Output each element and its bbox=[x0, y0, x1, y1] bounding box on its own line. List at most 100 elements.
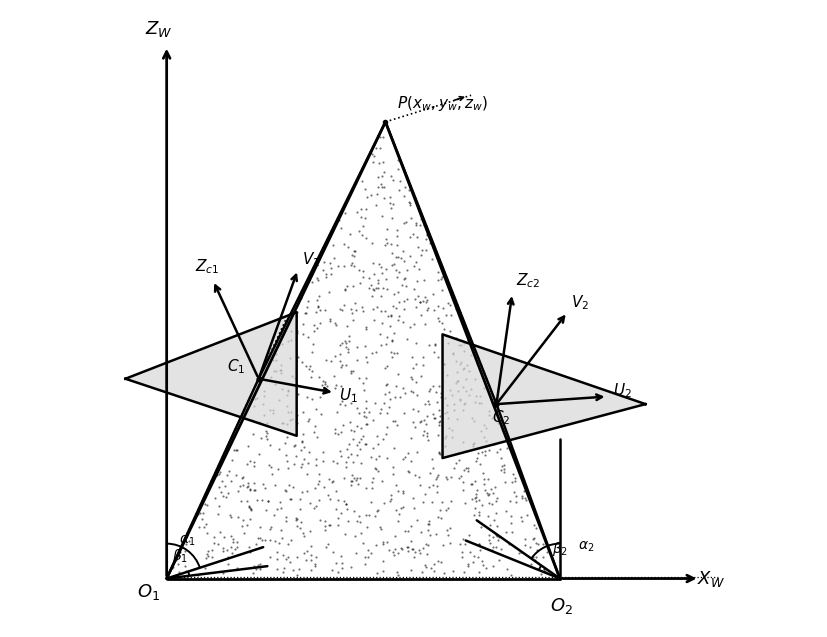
Point bbox=[310, 323, 323, 333]
Point bbox=[352, 511, 366, 521]
Point bbox=[421, 303, 434, 313]
Point bbox=[514, 491, 528, 501]
Point bbox=[231, 563, 244, 573]
Point bbox=[367, 315, 380, 326]
Point bbox=[379, 264, 392, 274]
Point bbox=[406, 387, 419, 397]
Point bbox=[373, 522, 386, 532]
Point bbox=[308, 559, 321, 569]
Point bbox=[464, 384, 477, 394]
Point bbox=[358, 483, 371, 494]
Point bbox=[392, 185, 405, 196]
Point bbox=[289, 367, 302, 377]
Point bbox=[421, 519, 434, 529]
Point bbox=[173, 566, 186, 576]
Point bbox=[424, 254, 437, 264]
Point bbox=[391, 164, 404, 174]
Point bbox=[472, 568, 485, 578]
Point bbox=[345, 308, 358, 318]
Point bbox=[362, 510, 375, 520]
Point bbox=[407, 261, 420, 271]
Point bbox=[212, 482, 225, 492]
Point bbox=[477, 474, 490, 484]
Point bbox=[272, 538, 285, 548]
Point bbox=[472, 539, 485, 549]
Point bbox=[350, 440, 363, 450]
Point bbox=[403, 197, 416, 208]
Point bbox=[490, 521, 503, 531]
Point bbox=[404, 520, 418, 531]
Point bbox=[442, 503, 455, 513]
Point bbox=[178, 546, 191, 556]
Point bbox=[450, 375, 463, 385]
Point bbox=[311, 302, 324, 312]
Point bbox=[461, 561, 474, 571]
Point bbox=[312, 301, 325, 311]
Point bbox=[361, 357, 374, 367]
Point bbox=[407, 552, 420, 562]
Point bbox=[259, 505, 272, 515]
Point bbox=[378, 240, 391, 250]
Point bbox=[442, 523, 456, 533]
Point bbox=[291, 352, 304, 362]
Point bbox=[268, 536, 281, 547]
Point bbox=[294, 436, 308, 447]
Point bbox=[456, 534, 469, 544]
Point bbox=[418, 234, 432, 244]
Point bbox=[504, 518, 517, 528]
Point bbox=[466, 441, 479, 451]
Point bbox=[340, 444, 353, 454]
Point bbox=[243, 503, 256, 513]
Point bbox=[353, 278, 366, 288]
Point bbox=[471, 495, 485, 505]
Point bbox=[382, 545, 395, 555]
Point bbox=[316, 376, 329, 386]
Point bbox=[230, 542, 243, 552]
Point bbox=[394, 253, 408, 263]
Point bbox=[197, 522, 210, 532]
Point bbox=[391, 252, 404, 262]
Point bbox=[311, 479, 324, 489]
Point bbox=[370, 172, 384, 182]
Point bbox=[392, 509, 405, 519]
Point bbox=[270, 355, 283, 366]
Point bbox=[406, 404, 419, 414]
Point bbox=[331, 429, 344, 439]
Point bbox=[356, 272, 370, 282]
Point bbox=[499, 506, 512, 516]
Point bbox=[329, 486, 342, 496]
Point bbox=[404, 352, 418, 362]
Point bbox=[319, 272, 332, 282]
Point bbox=[359, 373, 372, 383]
Point bbox=[303, 361, 316, 371]
Point bbox=[433, 505, 447, 515]
Point bbox=[347, 261, 361, 271]
Point bbox=[396, 317, 409, 327]
Point bbox=[396, 454, 409, 464]
Point bbox=[452, 473, 466, 483]
Point bbox=[419, 419, 433, 429]
Point bbox=[358, 322, 371, 332]
Point bbox=[485, 532, 499, 542]
Point bbox=[344, 398, 357, 408]
Point bbox=[495, 461, 508, 471]
Point bbox=[226, 455, 239, 465]
Point bbox=[251, 392, 264, 403]
Point bbox=[403, 232, 416, 242]
Point bbox=[341, 347, 354, 357]
Point bbox=[403, 251, 416, 261]
Point bbox=[449, 333, 462, 343]
Point bbox=[326, 240, 339, 250]
Point bbox=[289, 410, 303, 420]
Point bbox=[261, 418, 274, 428]
Point bbox=[479, 563, 492, 573]
Point bbox=[284, 407, 297, 417]
Point bbox=[340, 282, 353, 292]
Point bbox=[299, 554, 313, 564]
Point bbox=[216, 490, 229, 501]
Point bbox=[478, 485, 491, 495]
Point bbox=[439, 431, 452, 441]
Point bbox=[319, 381, 332, 391]
Point bbox=[498, 476, 511, 487]
Point bbox=[422, 385, 435, 396]
